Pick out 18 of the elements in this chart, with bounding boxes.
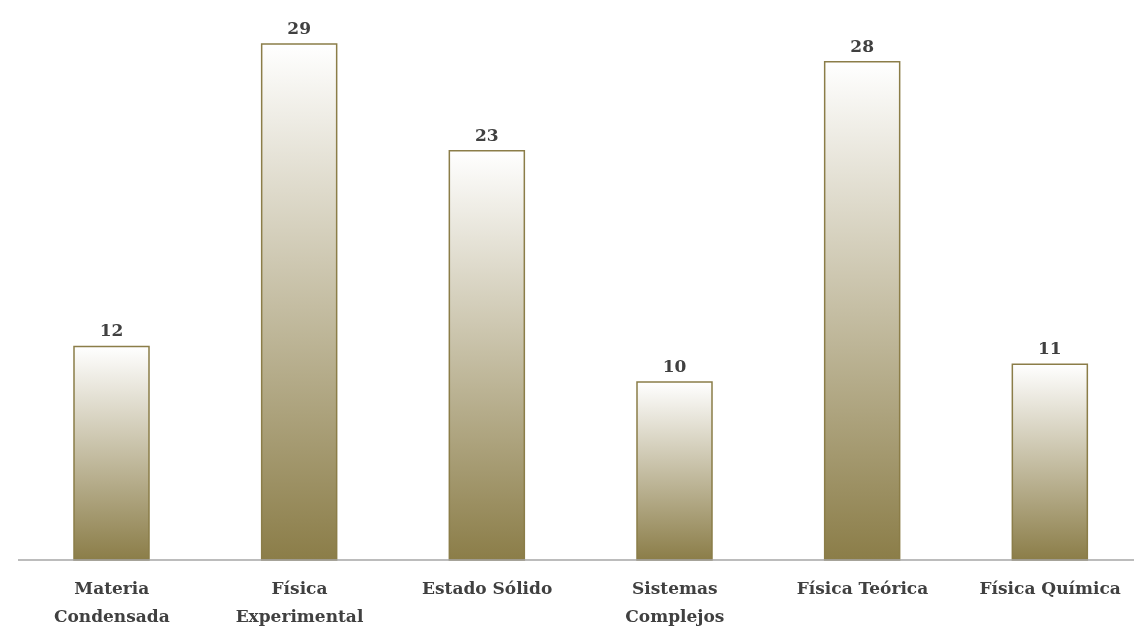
data-label: 11	[1038, 338, 1062, 359]
x-tick-label: Materia Condensada	[53, 578, 170, 627]
bar	[636, 381, 713, 561]
data-label: 28	[850, 35, 874, 56]
bar	[73, 345, 150, 561]
x-tick-label: Física Experimental	[235, 578, 364, 627]
bar	[260, 43, 338, 561]
data-label: 29	[287, 18, 311, 38]
bar	[823, 61, 901, 561]
x-tick-label: Física Química	[979, 578, 1121, 599]
bar	[448, 150, 526, 561]
data-label: 10	[662, 356, 687, 377]
x-tick-label: Física Teórica	[796, 578, 929, 599]
data-label: 23	[475, 124, 499, 145]
x-tick-label: Estado Sólido	[422, 578, 553, 599]
bar	[1011, 363, 1089, 561]
data-label: 12	[99, 320, 124, 341]
x-tick-label: Sistemas Complejos	[625, 578, 725, 627]
